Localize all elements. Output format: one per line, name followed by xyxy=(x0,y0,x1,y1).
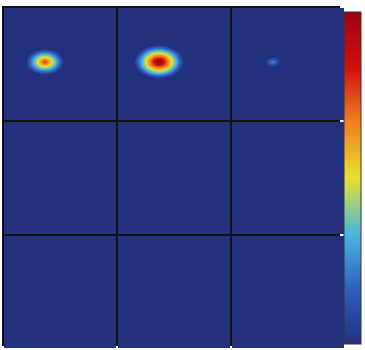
blob xyxy=(133,45,185,80)
panel xyxy=(232,122,344,234)
blob-level xyxy=(43,61,46,63)
blob-level xyxy=(157,61,161,64)
panel xyxy=(4,236,116,348)
blob xyxy=(25,49,65,76)
heatmap-figure xyxy=(0,0,365,350)
panel xyxy=(232,8,344,120)
panel xyxy=(118,236,230,348)
panel xyxy=(4,122,116,234)
blob-level xyxy=(272,62,273,63)
colorbar xyxy=(344,12,361,344)
panel xyxy=(232,236,344,348)
blob xyxy=(265,57,281,68)
panel xyxy=(118,122,230,234)
